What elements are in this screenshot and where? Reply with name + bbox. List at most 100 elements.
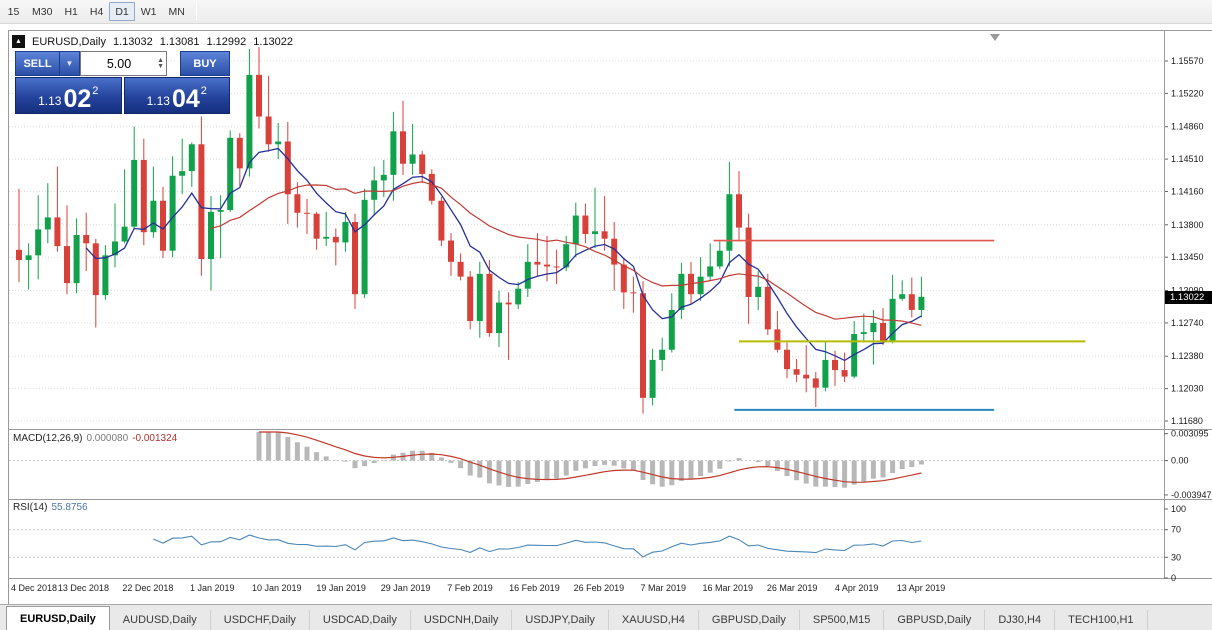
one-click-trading-widget: SELL ▼ ▲ ▼ BUY 1.13 02 2 1.1 — [15, 51, 230, 114]
macd-signal-value: -0.001324 — [132, 433, 178, 444]
chart-tab-1-audusd-daily[interactable]: AUDUSD,Daily — [110, 610, 211, 630]
candle-body — [467, 276, 474, 322]
candle-body — [112, 241, 118, 256]
macd-name: MACD(12,26,9) — [13, 433, 83, 444]
date-axis-label: 29 Jan 2019 — [381, 583, 431, 593]
candle-body — [505, 302, 512, 305]
candle-body — [323, 236, 330, 239]
candle-body — [457, 261, 464, 277]
candle-body — [601, 231, 608, 239]
candle-body — [121, 226, 128, 242]
sell-price-prefix: 1.13 — [38, 94, 62, 108]
chart-tab-7-gbpusd-daily[interactable]: GBPUSD,Daily — [699, 610, 800, 630]
price-axis-label: 1.14510 — [1171, 154, 1204, 164]
spin-up-icon[interactable]: ▲ — [157, 56, 164, 64]
chart-icon: ▲ — [12, 35, 25, 48]
spin-down-icon[interactable]: ▼ — [157, 62, 164, 70]
buy-price-panel[interactable]: 1.13 04 2 — [123, 77, 230, 114]
timeframe-button-h4[interactable]: H4 — [89, 5, 104, 18]
candle-body — [361, 199, 368, 295]
date-axis-label: 26 Mar 2019 — [767, 583, 818, 593]
candle-body — [44, 217, 51, 230]
timeframe-button-w1[interactable]: W1 — [140, 5, 157, 18]
candle-body — [908, 294, 915, 310]
candle-body — [275, 141, 282, 145]
candle-body — [620, 264, 627, 293]
rsi-line — [153, 534, 922, 558]
candle-body — [486, 273, 493, 334]
chart-tab-6-xauusd-h4[interactable]: XAUUSD,H4 — [609, 610, 699, 630]
candle-body — [630, 292, 637, 294]
date-axis-label: 19 Jan 2019 — [316, 583, 366, 593]
date-axis-label: 16 Feb 2019 — [509, 583, 560, 593]
candle-body — [419, 154, 426, 174]
chart-tab-10-dj30-h4[interactable]: DJ30,H4 — [985, 610, 1056, 630]
sell-price-panel[interactable]: 1.13 02 2 — [15, 77, 122, 114]
rsi-value: 55.8756 — [51, 502, 88, 513]
timeframe-button-h1[interactable]: H1 — [64, 5, 78, 18]
macd-signal-line — [259, 431, 922, 483]
rsi-axis-label: 0 — [1171, 573, 1176, 583]
chart-canvas[interactable]: 1.15570 1.15220 1.14860 1.14510 1.14160 1.138… — [9, 31, 1212, 605]
volume-dropdown-button[interactable]: ▼ — [60, 51, 80, 76]
chart-tab-5-usdjpy-daily[interactable]: USDJPY,Daily — [512, 610, 609, 630]
candle-body — [582, 215, 589, 235]
price-axis-label: 1.14160 — [1171, 186, 1204, 196]
candle-body — [822, 359, 829, 388]
chart-tab-0-eurusd-daily[interactable]: EURUSD,Daily — [6, 606, 110, 630]
chart-tab-2-usdchf-daily[interactable]: USDCHF,Daily — [211, 610, 310, 630]
buy-button[interactable]: BUY — [180, 51, 230, 76]
candle-body — [246, 74, 253, 169]
candle-body — [784, 349, 790, 370]
date-axis-label: 4 Dec 2018 — [11, 583, 57, 593]
timeframe-button-m30[interactable]: M30 — [32, 5, 53, 18]
timeframe-button-15[interactable]: 15 — [7, 5, 20, 18]
price-axis-label: 1.13090 — [1171, 286, 1204, 296]
candle-body — [793, 369, 800, 375]
timeframe-button-d1[interactable]: D1 — [109, 2, 135, 21]
date-axis-label: 13 Dec 2018 — [58, 583, 109, 593]
candle-body — [918, 296, 925, 310]
candle-body — [284, 141, 291, 195]
chart-tab-11-tech100-h1[interactable]: TECH100,H1 — [1055, 610, 1148, 630]
candle-body — [697, 276, 704, 295]
candle-body — [256, 74, 262, 117]
date-axis-label: 4 Apr 2019 — [835, 583, 879, 593]
price-axis-label: 1.13450 — [1171, 252, 1204, 262]
chart-tab-8-sp500-m15[interactable]: SP500,M15 — [800, 610, 885, 630]
candle-body — [534, 261, 541, 265]
price-axis-label: 1.12380 — [1171, 351, 1204, 361]
rsi-label: RSI(14) 55.8756 — [13, 502, 88, 513]
price-axis-label: 1.14860 — [1171, 122, 1204, 132]
candle-body — [716, 250, 723, 267]
candle-body — [515, 288, 522, 305]
chart-tab-bar: EURUSD,Daily AUDUSD,Daily USDCHF,Daily USDC… — [0, 604, 1212, 630]
chart-tab-4-usdcnh-daily[interactable]: USDCNH,Daily — [411, 610, 513, 630]
price-axis-label: 1.12740 — [1171, 318, 1204, 328]
trade-prices-row: 1.13 02 2 1.13 04 2 — [15, 77, 230, 114]
candle-body — [294, 194, 301, 213]
chart-window: 1.15570 1.15220 1.14860 1.14510 1.14160 1.138… — [8, 30, 1212, 604]
chart-shift-marker-icon — [990, 34, 1000, 41]
chart-tab-9-gbpusd-daily[interactable]: GBPUSD,Daily — [884, 610, 986, 630]
volume-field-wrap: ▲ ▼ — [80, 51, 167, 76]
candle-body — [764, 286, 771, 330]
timeframe-button-mn[interactable]: MN — [168, 5, 185, 18]
date-axis-label: 10 Jan 2019 — [252, 583, 302, 593]
volume-input[interactable] — [81, 56, 158, 71]
macd-main-value: 0.000080 — [86, 433, 129, 444]
candle-body — [217, 209, 224, 212]
sell-price-big-digits: 02 — [63, 85, 92, 113]
sell-button[interactable]: SELL — [15, 51, 60, 76]
candle-body — [524, 261, 531, 289]
candle-body — [428, 173, 435, 201]
candle-body — [16, 249, 22, 260]
candle-body — [73, 234, 80, 284]
candle-body — [380, 174, 387, 181]
rsi-name: RSI(14) — [13, 502, 48, 513]
chart-tab-3-usdcad-daily[interactable]: USDCAD,Daily — [310, 610, 411, 630]
candle-body — [774, 329, 781, 350]
candle-body — [131, 160, 138, 227]
volume-spinner: ▲ ▼ — [157, 56, 164, 70]
